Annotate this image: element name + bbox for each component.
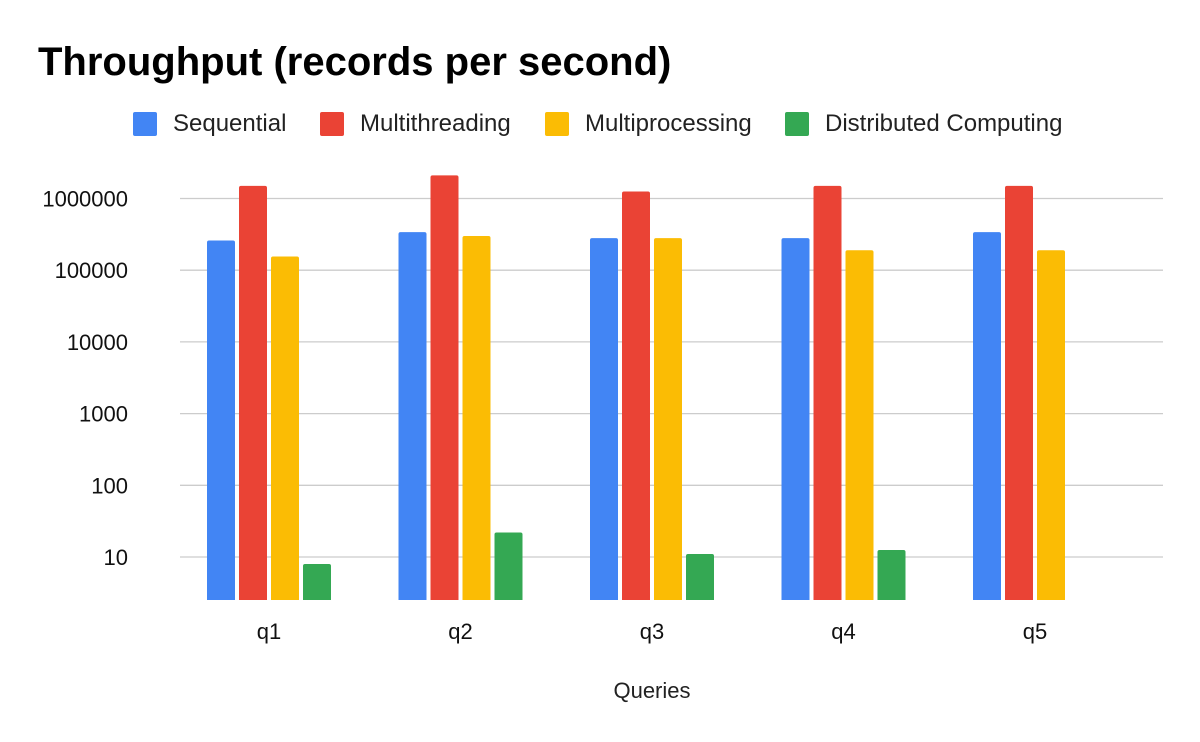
y-axis-ticks: 10 100 1000 10000 100000 1000000: [42, 187, 128, 571]
bar-distributed-computing-q2[interactable]: [494, 532, 523, 600]
legend-label-distributed-computing: Distributed Computing: [825, 110, 1063, 137]
bar-multiprocessing-q2[interactable]: [462, 235, 491, 600]
chart-title: Throughput (records per second): [38, 40, 672, 84]
y-tick-label: 100000: [55, 258, 128, 283]
x-axis-ticks: q1 q2 q3 q4 q5: [257, 619, 1047, 644]
legend: Sequential Multithreading Multiprocessin…: [0, 108, 1200, 140]
bars: [207, 175, 1065, 600]
bar-multiprocessing-q1[interactable]: [271, 256, 299, 600]
bar-multithreading-q3[interactable]: [622, 191, 650, 600]
bar-multithreading-q1[interactable]: [239, 185, 267, 600]
bar-multiprocessing-q3[interactable]: [654, 238, 682, 600]
x-axis-title: Queries: [613, 678, 690, 703]
legend-item-sequential[interactable]: Sequential: [133, 108, 286, 140]
bar-multithreading-q4[interactable]: [813, 185, 842, 600]
legend-label-multithreading: Multithreading: [360, 110, 511, 137]
legend-label-multiprocessing: Multiprocessing: [585, 110, 752, 137]
bar-sequential-q3[interactable]: [590, 238, 618, 600]
y-tick-label: 1000000: [42, 187, 128, 212]
x-tick-label-q4: q4: [831, 619, 855, 644]
bar-multiprocessing-q5[interactable]: [1037, 250, 1065, 600]
x-tick-label-q5: q5: [1023, 619, 1047, 644]
bar-distributed-computing-q3[interactable]: [686, 554, 714, 600]
bar-multithreading-q5[interactable]: [1005, 185, 1033, 600]
legend-label-sequential: Sequential: [173, 110, 287, 137]
legend-item-multiprocessing[interactable]: Multiprocessing: [545, 108, 752, 140]
bar-distributed-computing-q1[interactable]: [303, 563, 331, 600]
bar-distributed-computing-q4[interactable]: [877, 550, 906, 600]
bar-multithreading-q2[interactable]: [430, 175, 459, 600]
legend-item-distributed-computing[interactable]: Distributed Computing: [785, 108, 1062, 140]
bar-sequential-q5[interactable]: [973, 232, 1001, 600]
legend-swatch-multiprocessing: [545, 112, 569, 136]
legend-item-multithreading[interactable]: Multithreading: [320, 108, 511, 140]
y-tick-label: 100: [91, 473, 128, 498]
legend-swatch-distributed-computing: [785, 112, 809, 136]
bar-multiprocessing-q4[interactable]: [845, 250, 874, 600]
x-tick-label-q3: q3: [640, 619, 664, 644]
bar-sequential-q4[interactable]: [781, 238, 810, 600]
y-tick-label: 10000: [67, 330, 128, 355]
bar-sequential-q2[interactable]: [398, 232, 427, 600]
y-tick-label: 1000: [79, 402, 128, 427]
y-tick-label: 10: [104, 545, 128, 570]
x-tick-label-q2: q2: [448, 619, 472, 644]
bar-sequential-q1[interactable]: [207, 240, 235, 600]
x-tick-label-q1: q1: [257, 619, 281, 644]
legend-swatch-sequential: [133, 112, 157, 136]
legend-swatch-multithreading: [320, 112, 344, 136]
